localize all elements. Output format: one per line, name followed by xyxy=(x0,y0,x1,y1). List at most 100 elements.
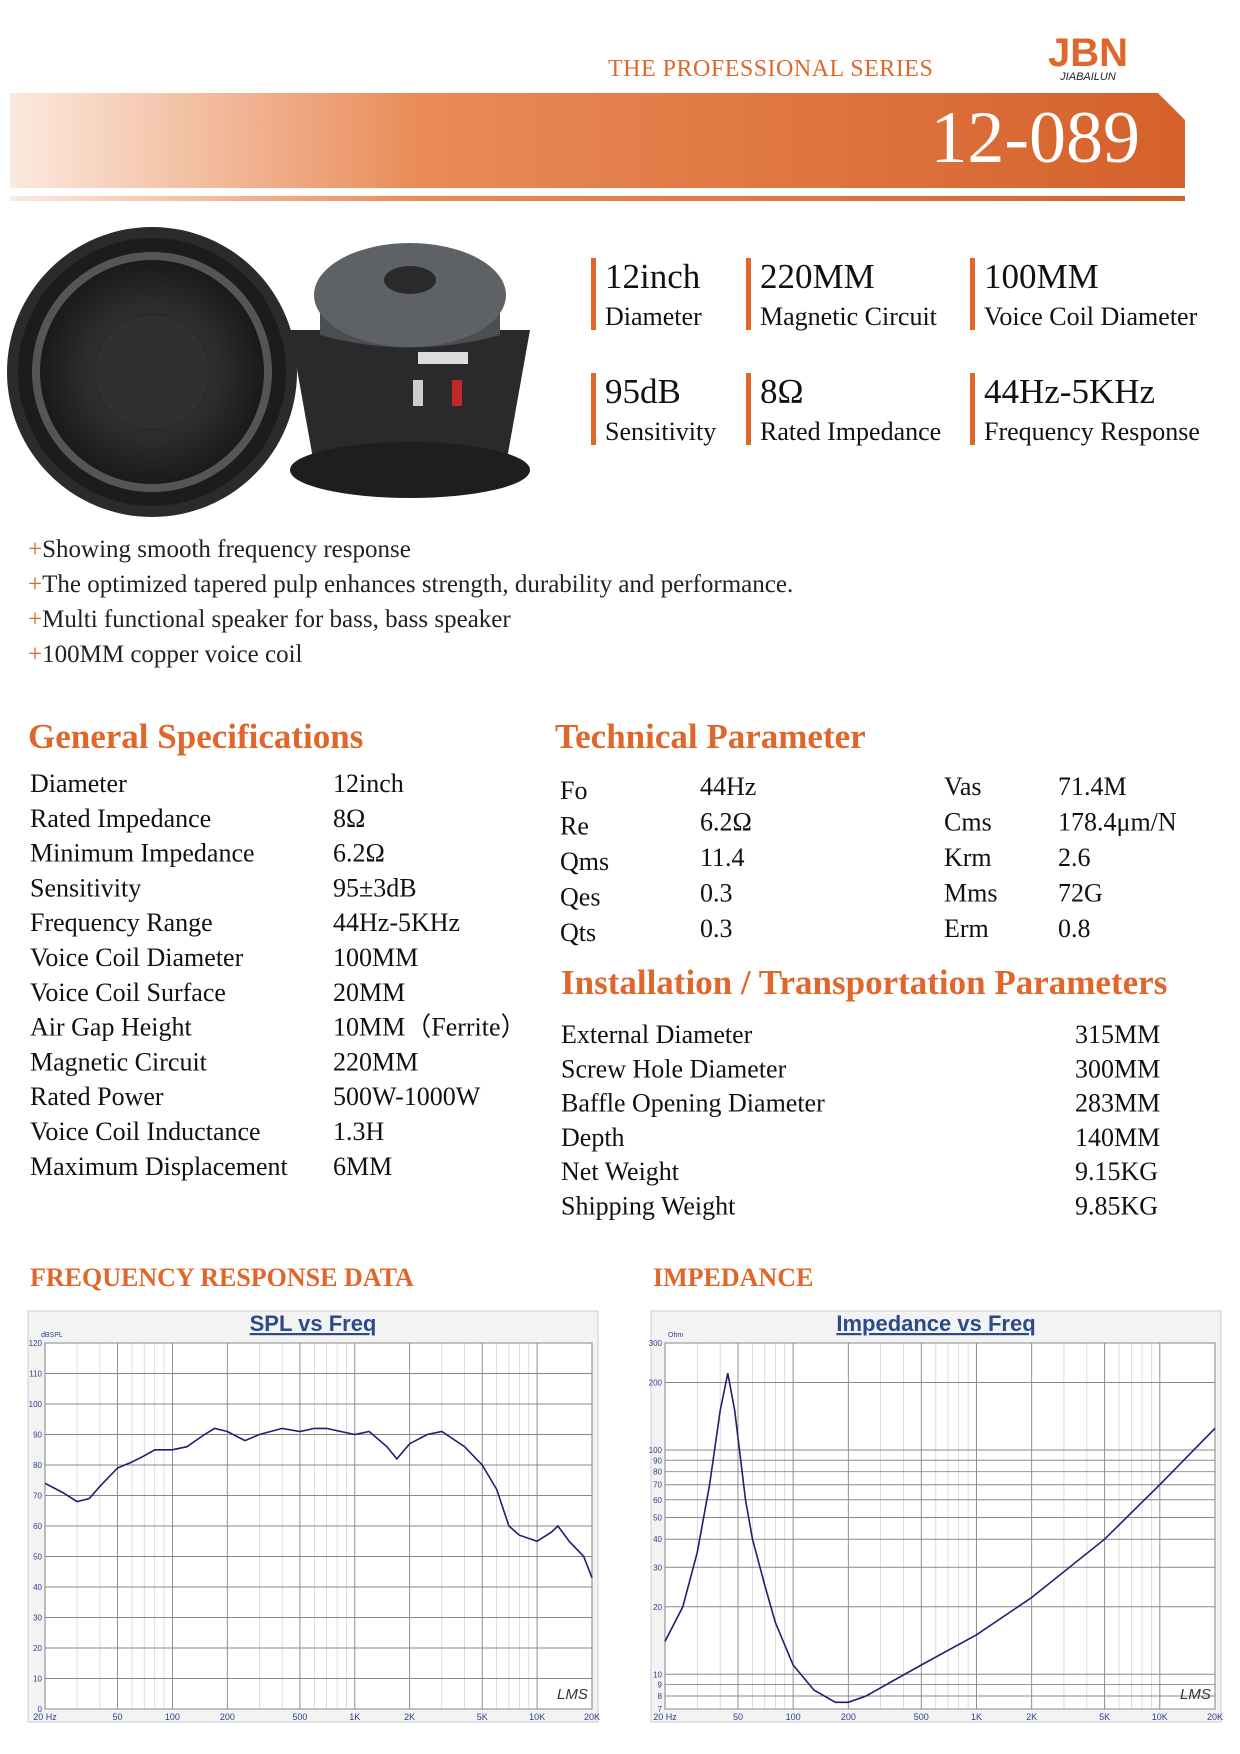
x-tick-label: 500 xyxy=(914,1712,929,1722)
highlight-label: Frequency Response xyxy=(984,417,1200,446)
speaker-back xyxy=(290,243,530,498)
parameter-cell: Erm xyxy=(944,914,989,943)
y-tick-label: 8 xyxy=(658,1692,663,1701)
parameter-cell: Mms xyxy=(944,879,997,908)
spec-value: 220MM xyxy=(333,1047,418,1076)
highlight-value: 100MM xyxy=(984,257,1099,296)
spec-value: 100MM xyxy=(333,943,418,972)
speaker-front xyxy=(7,227,297,517)
y-tick-label: 10 xyxy=(653,1670,662,1679)
spec-value: 12inch xyxy=(333,769,404,798)
y-tick-label: 60 xyxy=(33,1522,42,1531)
install-label: External Diameter xyxy=(561,1020,753,1049)
spec-label: Voice Coil Surface xyxy=(30,978,226,1007)
data-line xyxy=(664,1373,1216,1704)
spec-label: Minimum Impedance xyxy=(30,839,255,868)
y-tick-label: 90 xyxy=(653,1456,662,1465)
parameter-cell: 71.4M xyxy=(1058,772,1127,801)
highlight-bar xyxy=(746,373,751,445)
parameter-cell: 2.6 xyxy=(1058,843,1091,872)
parameter-cell: Qes xyxy=(560,883,600,912)
data-line xyxy=(44,1427,593,1579)
spec-label: Diameter xyxy=(30,769,127,798)
y-tick-label: 70 xyxy=(33,1492,42,1501)
y-tick-label: 10 xyxy=(33,1675,42,1684)
install-value: 9.85KG xyxy=(1075,1192,1158,1221)
parameter-cell: 72G xyxy=(1058,879,1103,908)
logo: JBN xyxy=(1048,31,1128,75)
install-label: Baffle Opening Diameter xyxy=(561,1089,825,1118)
highlight-value: 220MM xyxy=(760,257,875,296)
parameter-cell: 0.3 xyxy=(700,879,733,908)
parameter-cell: Qts xyxy=(560,918,596,947)
parameter-cell: 0.8 xyxy=(1058,914,1091,943)
install-value: 283MM xyxy=(1075,1089,1160,1118)
y-tick-label: 30 xyxy=(33,1614,42,1623)
x-tick-label: 5K xyxy=(477,1712,488,1722)
y-tick-label: 60 xyxy=(653,1496,662,1505)
spec-label: Air Gap Height xyxy=(30,1013,193,1042)
feature-bullet: + xyxy=(28,641,42,668)
chart-title: SPL vs Freq xyxy=(250,1311,377,1336)
y-tick-label: 20 xyxy=(653,1603,662,1612)
y-tick-label: 80 xyxy=(33,1461,42,1470)
x-tick-label: 10K xyxy=(529,1712,545,1722)
y-tick-label: 9 xyxy=(658,1681,663,1690)
y-tick-label: 40 xyxy=(653,1535,662,1544)
section-title: IMPEDANCE xyxy=(653,1263,813,1292)
y-tick-label: 120 xyxy=(29,1339,43,1348)
series-name: THE PROFESSIONAL SERIES xyxy=(608,56,933,82)
parameter-cell: Vas xyxy=(944,772,982,801)
header-rule xyxy=(10,196,1185,201)
highlight-bar xyxy=(591,373,596,445)
highlight-label: Rated Impedance xyxy=(760,417,941,446)
y-tick-label: 20 xyxy=(33,1644,42,1653)
install-value: 315MM xyxy=(1075,1020,1160,1049)
spec-label: Maximum Displacement xyxy=(30,1152,289,1181)
highlight-value: 8Ω xyxy=(760,372,804,411)
model: 12-089 xyxy=(930,97,1140,179)
install-label: Screw Hole Diameter xyxy=(561,1054,787,1083)
x-tick-label: 100 xyxy=(165,1712,180,1722)
section-title: FREQUENCY RESPONSE DATA xyxy=(30,1263,414,1292)
highlight-bar xyxy=(970,258,975,330)
install-value: 9.15KG xyxy=(1075,1157,1158,1186)
parameter-cell: 178.4μm/N xyxy=(1058,808,1177,837)
spec-label: Frequency Range xyxy=(30,908,213,937)
spec-label: Sensitivity xyxy=(30,873,141,902)
y-tick-label: 200 xyxy=(649,1378,663,1387)
section-title: General Specifications xyxy=(28,717,363,756)
install-value: 300MM xyxy=(1075,1054,1160,1083)
install-label: Net Weight xyxy=(561,1157,680,1186)
parameter-cell: Cms xyxy=(944,808,992,837)
watermark: LMS xyxy=(1180,1686,1211,1703)
x-tick-label: 20 Hz xyxy=(33,1712,57,1722)
watermark: LMS xyxy=(557,1686,588,1703)
y-tick-label: 40 xyxy=(33,1583,42,1592)
x-tick-label: 20K xyxy=(584,1712,600,1722)
feature: +100MM copper voice coil xyxy=(28,641,303,668)
header-banner xyxy=(10,93,1185,188)
feature: +Multi functional speaker for bass, bass… xyxy=(28,606,511,633)
section-title: Installation / Transportation Parameters xyxy=(561,963,1167,1002)
parameter-cell: Qms xyxy=(560,847,609,876)
y-axis-unit: dBSPL xyxy=(41,1332,63,1339)
x-tick-label: 500 xyxy=(292,1712,307,1722)
parameter-cell: Krm xyxy=(944,843,992,872)
x-tick-label: 200 xyxy=(841,1712,856,1722)
chart-title: Impedance vs Freq xyxy=(836,1311,1035,1336)
highlight-bar xyxy=(746,258,751,330)
spec-label: Voice Coil Inductance xyxy=(30,1117,261,1146)
y-tick-label: 0 xyxy=(38,1705,43,1714)
parameter-cell: 6.2Ω xyxy=(700,808,752,837)
x-tick-label: 1K xyxy=(349,1712,360,1722)
x-tick-label: 50 xyxy=(733,1712,743,1722)
spec-value: 6.2Ω xyxy=(333,839,385,868)
highlight-label: Sensitivity xyxy=(605,417,716,446)
feature: +Showing smooth frequency response xyxy=(28,536,411,563)
y-tick-label: 50 xyxy=(33,1553,42,1562)
highlight-label: Diameter xyxy=(605,302,702,331)
section-title: Technical Parameter xyxy=(555,717,866,756)
